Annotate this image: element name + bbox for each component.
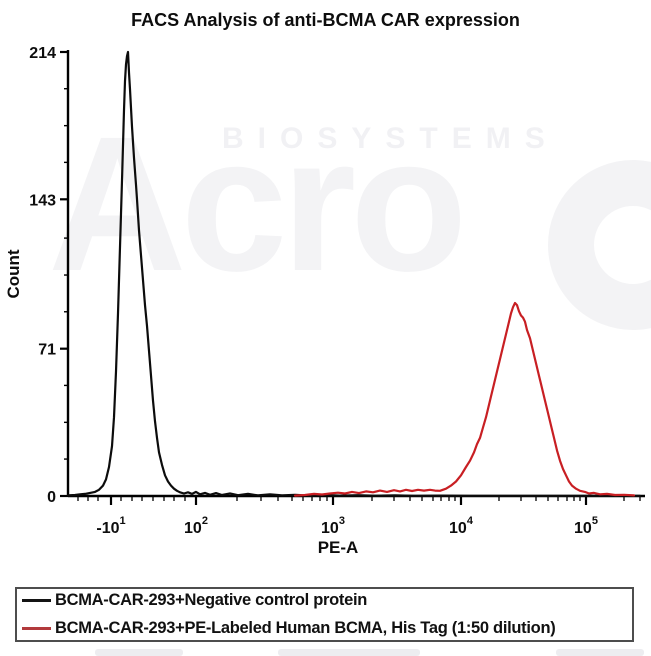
legend-box: BCMA-CAR-293+Negative control protein BC… bbox=[15, 587, 634, 642]
x-tick-label: 105 bbox=[574, 515, 598, 537]
x-axis-title: PE-A bbox=[318, 538, 359, 557]
legend-label-negative-control: BCMA-CAR-293+Negative control protein bbox=[55, 591, 368, 610]
x-tick-label: 102 bbox=[184, 515, 208, 537]
y-tick-label: 0 bbox=[47, 489, 56, 506]
y-tick-label: 71 bbox=[38, 342, 56, 359]
legend-item-pe-labeled-bcma: BCMA-CAR-293+PE-Labeled Human BCMA, His … bbox=[22, 617, 632, 641]
y-tick-label: 143 bbox=[29, 192, 56, 209]
watermark-bottom-fragment bbox=[556, 649, 644, 656]
histogram-curve-negative-control bbox=[66, 50, 642, 497]
acro-watermark-logo: Acro bbox=[48, 96, 467, 311]
legend-line-black-swatch bbox=[22, 599, 51, 603]
y-axis-title: Count bbox=[4, 249, 23, 298]
chart-title: FACS Analysis of anti-BCMA CAR expressio… bbox=[131, 10, 520, 30]
x-tick-label: -101 bbox=[96, 515, 125, 537]
watermark-bottom-fragment bbox=[95, 649, 183, 656]
y-tick-label: 214 bbox=[29, 45, 56, 62]
watermark-bottom-fragment bbox=[278, 649, 420, 656]
histogram-curve-pe-labeled bbox=[293, 301, 636, 497]
biosystems-watermark-text: BIOSYSTEMS bbox=[222, 122, 559, 155]
x-tick-label: 103 bbox=[321, 515, 345, 537]
legend-item-negative-control: BCMA-CAR-293+Negative control protein bbox=[22, 589, 632, 613]
x-tick-label: 104 bbox=[449, 515, 474, 537]
facs-histogram-chart: 0 71 143 214 -101 102 103 104 105 Count PE-A bbox=[4, 45, 645, 557]
legend-label-pe-labeled-bcma: BCMA-CAR-293+PE-Labeled Human BCMA, His … bbox=[55, 618, 556, 637]
legend-line-red-swatch bbox=[22, 626, 51, 630]
